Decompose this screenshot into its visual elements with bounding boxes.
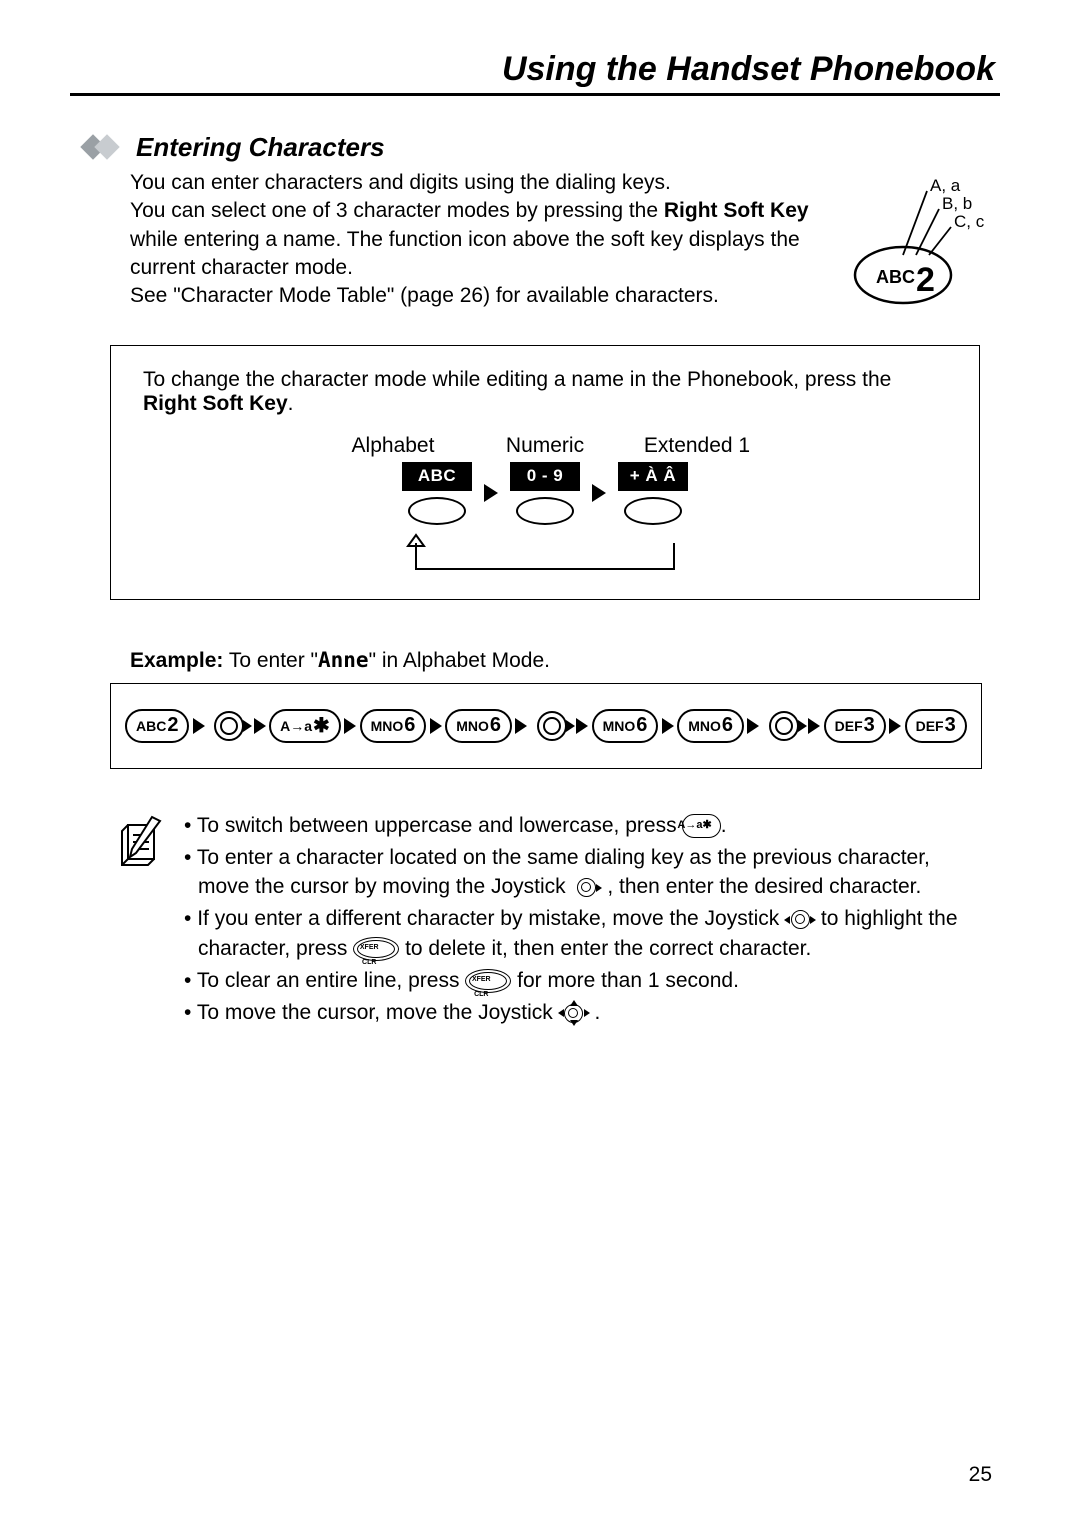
intro-line1: You can enter characters and digits usin…	[130, 171, 671, 194]
key-DEF3: DEF3	[824, 709, 886, 743]
key-ABC2: ABC2	[125, 709, 189, 743]
tips-list: To switch between uppercase and lowercas…	[184, 811, 980, 1030]
abc2-key-illustration: ABC 2 A, a B, b C, c	[848, 175, 988, 320]
intro-line2a: You can select one of 3 character modes …	[130, 199, 664, 222]
example-bold: Example:	[130, 649, 223, 672]
xfer-bot-label2: CLR	[466, 990, 510, 1000]
note-icon	[114, 811, 184, 1030]
mode-extended-stack: + À Â	[618, 462, 688, 525]
tip-4: To clear an entire line, press XFERCLR f…	[184, 966, 980, 996]
svg-text:C, c: C, c	[954, 212, 985, 231]
intro-paragraph: You can enter characters and digits usin…	[130, 169, 810, 311]
softkey-oval-icon	[624, 497, 682, 525]
arrow-right-icon	[747, 718, 759, 734]
arrow-right-icon	[662, 718, 674, 734]
tip1-b: .	[721, 814, 727, 837]
key-MNO6: MNO6	[445, 709, 512, 743]
joystick-right-icon	[531, 708, 573, 744]
screen-label-09: 0 - 9	[510, 462, 580, 491]
tip5-b: .	[589, 1001, 601, 1024]
tip-1: To switch between uppercase and lowercas…	[184, 811, 980, 841]
intro-line2c: while entering a name. The function icon…	[130, 228, 800, 279]
xfer-clr-key-icon: XFERCLR	[353, 937, 399, 961]
star-key-icon: A→a✱	[682, 814, 720, 838]
softkey-oval-icon	[516, 497, 574, 525]
joystick-right-icon	[571, 876, 601, 900]
modebox-bold: Right Soft Key	[143, 392, 288, 415]
tip2-b: , then enter the desired character.	[601, 875, 921, 898]
joystick-right-icon	[763, 708, 805, 744]
mode-numeric-stack: 0 - 9	[510, 462, 580, 525]
tip4-a: To clear an entire line, press	[197, 969, 465, 992]
example-suffix: " in Alphabet Mode.	[369, 649, 550, 672]
page-number: 25	[969, 1463, 992, 1487]
screen-label-abc: ABC	[402, 462, 472, 491]
modebox-text1: To change the character mode while editi…	[143, 368, 891, 391]
right-soft-key-bold: Right Soft Key	[664, 199, 809, 222]
example-heading: Example: To enter "Anne" in Alphabet Mod…	[130, 648, 980, 673]
joystick-right-icon	[208, 708, 250, 744]
tips-section: To switch between uppercase and lowercas…	[114, 811, 980, 1030]
xfer-top-label: XFER	[354, 943, 398, 953]
arrow-right-icon	[515, 718, 527, 734]
tip5-a: To move the cursor, move the Joystick	[197, 1001, 559, 1024]
key-MNO6: MNO6	[677, 709, 744, 743]
key-A→a✱: A→a✱	[269, 709, 341, 743]
mode-label-alphabet: Alphabet	[331, 434, 455, 458]
arrow-right-icon	[592, 484, 606, 502]
mode-label-numeric: Numeric	[483, 434, 607, 458]
screen-label-ext: + À Â	[618, 462, 688, 491]
svg-text:ABC: ABC	[876, 267, 915, 287]
mode-change-box: To change the character mode while editi…	[110, 345, 980, 600]
arrow-right-icon	[808, 718, 820, 734]
joystick-all-icon	[559, 1001, 589, 1025]
joystick-lr-icon	[785, 908, 815, 932]
arrow-right-icon	[254, 718, 266, 734]
key-DEF3: DEF3	[905, 709, 967, 743]
key-sequence-box: ABC2 A→a✱ MNO6 MNO6 MNO6 MNO6 DEF3 DEF3	[110, 683, 982, 769]
svg-text:B, b: B, b	[942, 194, 972, 213]
xfer-top-label2: XFER	[466, 975, 510, 985]
mode-diagram: Alphabet Numeric Extended 1 ABC 0 - 9 + …	[143, 434, 947, 581]
arrow-right-icon	[430, 718, 442, 734]
tip-5: To move the cursor, move the Joystick .	[184, 998, 980, 1028]
arrow-right-icon	[344, 718, 356, 734]
section-heading-row: Entering Characters	[72, 132, 1000, 163]
tip-3: If you enter a different character by mi…	[184, 904, 980, 964]
section-diamond-icon	[72, 134, 122, 162]
svg-text:2: 2	[916, 261, 935, 299]
arrow-right-icon	[484, 484, 498, 502]
example-word: Anne	[318, 648, 369, 672]
arrow-right-icon	[576, 718, 588, 734]
modebox-end: .	[288, 392, 294, 415]
svg-text:A, a: A, a	[930, 176, 961, 195]
xfer-bot-label: CLR	[354, 958, 398, 968]
softkey-oval-icon	[408, 497, 466, 525]
section-title: Entering Characters	[136, 132, 385, 163]
example-text1: To enter "	[223, 649, 318, 672]
key-MNO6: MNO6	[360, 709, 427, 743]
xfer-clr-key-icon: XFERCLR	[465, 969, 511, 993]
tip3-a: If you enter a different character by mi…	[197, 907, 785, 930]
tip4-b: for more than 1 second.	[511, 969, 739, 992]
key-MNO6: MNO6	[592, 709, 659, 743]
loop-arrow-icon	[360, 531, 730, 581]
arrow-right-icon	[193, 718, 205, 734]
tip3-c: to delete it, then enter the correct cha…	[399, 937, 811, 960]
arrow-right-icon	[889, 718, 901, 734]
mode-alphabet-stack: ABC	[402, 462, 472, 525]
tip-2: To enter a character located on the same…	[184, 843, 980, 903]
mode-label-extended: Extended 1	[635, 434, 759, 458]
intro-line3: See "Character Mode Table" (page 26) for…	[130, 284, 719, 307]
tip1-a: To switch between uppercase and lowercas…	[197, 814, 683, 837]
page-header-title: Using the Handset Phonebook	[70, 50, 1000, 96]
